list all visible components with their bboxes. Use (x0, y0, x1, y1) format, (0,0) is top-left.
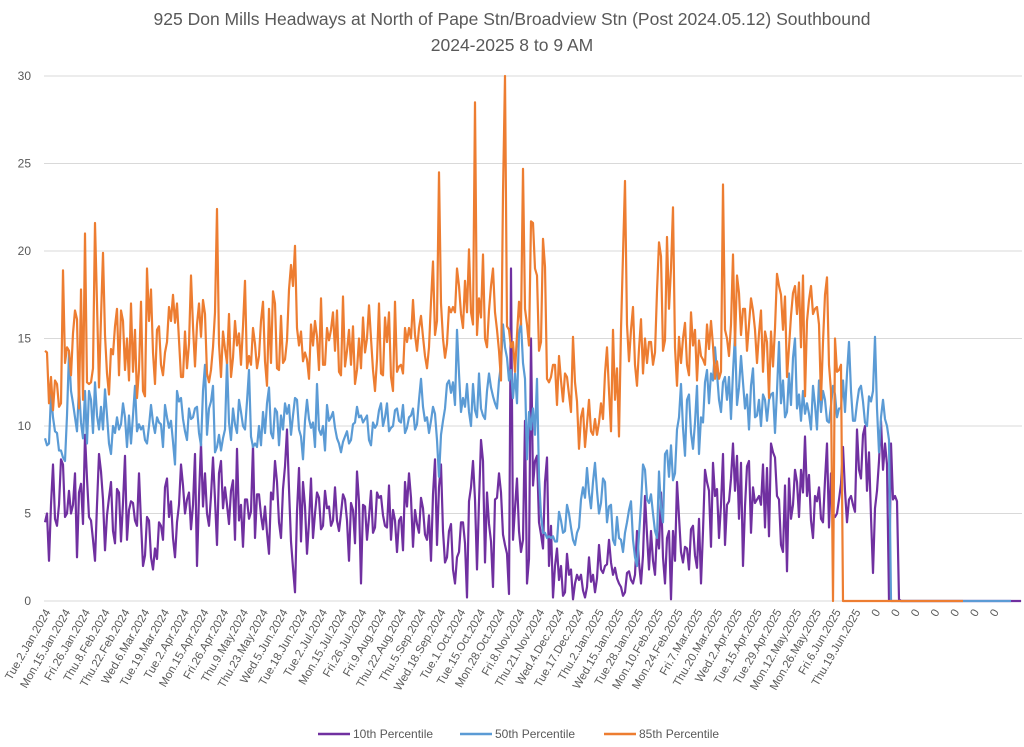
legend-item: 10th Percentile (318, 727, 433, 741)
legend-label: 85th Percentile (639, 727, 719, 741)
legend-label: 50th Percentile (495, 727, 575, 741)
series-line-85th-percentile (44, 74, 963, 603)
series-line-50th-percentile (43, 321, 1011, 603)
y-tick-label: 25 (18, 157, 32, 171)
legend-label: 10th Percentile (353, 727, 433, 741)
chart-title: 925 Don Mills Headways at North of Pape … (154, 9, 871, 29)
y-tick-label: 30 (18, 69, 32, 83)
y-tick-label: 10 (18, 419, 32, 433)
legend: 10th Percentile 50th Percentile 85th Perce… (318, 727, 719, 741)
series-group (43, 74, 1021, 603)
y-tick-label: 0 (24, 594, 31, 608)
x-tick-label: 0 (889, 608, 903, 620)
x-tick-label: 0 (968, 608, 982, 620)
x-axis-ticks: Tue.2.Jan.2024Mon.15.Jan.2024Fri.26.Jan.… (3, 607, 1001, 693)
x-tick-label: 0 (909, 608, 923, 620)
y-tick-label: 20 (18, 244, 32, 258)
y-tick-label: 5 (24, 507, 31, 521)
x-tick-label: 0 (949, 608, 963, 620)
x-tick-label: 0 (929, 608, 943, 620)
chart-subtitle: 2024-2025 8 to 9 AM (431, 35, 593, 55)
x-tick-label: 0 (870, 608, 884, 620)
series-line-10th-percentile (43, 267, 1021, 603)
y-axis-ticks: 0 5 10 15 20 25 30 (18, 69, 32, 608)
legend-item: 50th Percentile (460, 727, 575, 741)
legend-item: 85th Percentile (604, 727, 719, 741)
x-tick-label: 0 (988, 608, 1002, 620)
y-tick-label: 15 (18, 332, 32, 346)
